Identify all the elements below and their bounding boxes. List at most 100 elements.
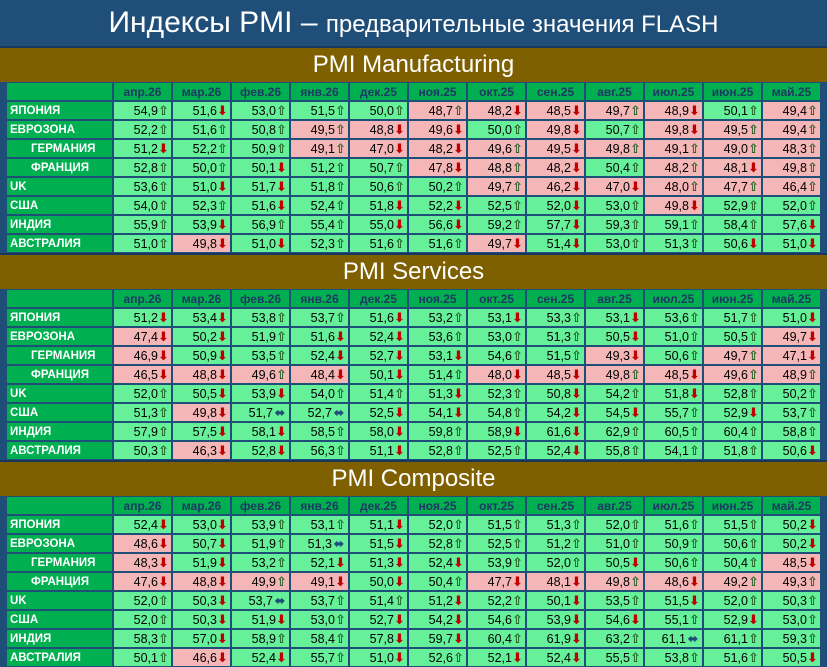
value-cell: 52,9⬇ (703, 610, 762, 629)
value-cell: 60,4⇧ (467, 629, 526, 648)
down-arrow-icon: ⬇ (512, 573, 523, 589)
value-cell: 55,4⇧ (290, 215, 349, 234)
value-cell: 49,4⇧ (762, 101, 821, 120)
value-cell: 51,3⬇ (349, 553, 408, 572)
value-cell: 51,4⇧ (408, 365, 467, 384)
month-header-row: апр.26 мар.26 фев.26 янв.26 дек.25 ноя.25 окт.… (6, 289, 821, 308)
up-arrow-icon: ⇧ (335, 159, 346, 175)
pmi-value: 62,9 (605, 424, 630, 439)
up-arrow-icon: ⇧ (630, 649, 641, 665)
pmi-value: 52,9 (723, 198, 748, 213)
down-arrow-icon: ⬇ (158, 516, 169, 532)
pmi-value: 58,4 (723, 217, 748, 232)
pmi-value: 52,0 (782, 198, 807, 213)
up-arrow-icon: ⇧ (630, 102, 641, 118)
down-arrow-icon: ⬇ (571, 442, 582, 458)
page-title: Индексы PMI – предварительные значения F… (0, 0, 827, 46)
value-cell: 51,7⇧ (703, 308, 762, 327)
value-cell: 51,6⬇ (290, 327, 349, 346)
pmi-value: 51,6 (192, 122, 217, 137)
flat-arrow-icon: ⬌ (274, 592, 286, 608)
value-cell: 52,4⬇ (526, 648, 585, 667)
up-arrow-icon: ⇧ (748, 385, 759, 401)
down-arrow-icon: ⬇ (394, 573, 405, 589)
up-arrow-icon: ⇧ (335, 592, 346, 608)
down-arrow-icon: ⬇ (571, 235, 582, 251)
value-cell: 58,8⇧ (762, 422, 821, 441)
up-arrow-icon: ⇧ (158, 216, 169, 232)
down-arrow-icon: ⬇ (807, 554, 818, 570)
value-cell: 51,1⬇ (349, 515, 408, 534)
pmi-value: 52,4 (310, 198, 335, 213)
down-arrow-icon: ⬇ (394, 121, 405, 137)
value-cell: 49,1⬇ (290, 572, 349, 591)
pmi-value: 48,3 (133, 555, 158, 570)
pmi-value: 57,0 (192, 631, 217, 646)
value-cell: 49,7⬇ (762, 327, 821, 346)
value-cell: 59,8⇧ (408, 422, 467, 441)
up-arrow-icon: ⇧ (512, 178, 523, 194)
value-cell: 57,8⬇ (349, 629, 408, 648)
value-cell: 52,9⬇ (703, 403, 762, 422)
section-header: PMI Composite (0, 460, 827, 496)
down-arrow-icon: ⬇ (512, 102, 523, 118)
country-label: ЯПОНИЯ (6, 308, 113, 327)
down-arrow-icon: ⬇ (453, 197, 464, 213)
value-cell: 50,8⇧ (231, 120, 290, 139)
month-header: авг.25 (585, 82, 644, 101)
country-label: ИНДИЯ (6, 629, 113, 648)
value-cell: 52,7⬇ (349, 610, 408, 629)
value-cell: 50,7⇧ (585, 120, 644, 139)
pmi-value: 52,0 (428, 517, 453, 532)
month-header: апр.26 (113, 289, 172, 308)
up-arrow-icon: ⇧ (689, 423, 700, 439)
pmi-value: 50,2 (428, 179, 453, 194)
value-cell: 48,0⇧ (644, 177, 703, 196)
value-cell: 51,2⇧ (290, 158, 349, 177)
month-header: мар.26 (172, 496, 231, 515)
value-cell: 50,1⬇ (231, 158, 290, 177)
up-arrow-icon: ⇧ (571, 516, 582, 532)
value-cell: 50,9⇧ (231, 139, 290, 158)
up-arrow-icon: ⇧ (807, 385, 818, 401)
value-cell: 53,1⬇ (585, 308, 644, 327)
pmi-value: 52,3 (192, 198, 217, 213)
country-label: UK (6, 591, 113, 610)
pmi-value: 53,6 (664, 310, 689, 325)
down-arrow-icon: ⬇ (217, 630, 228, 646)
pmi-value: 52,0 (546, 198, 571, 213)
pmi-value: 61,6 (546, 424, 571, 439)
value-cell: 54,2⬇ (408, 610, 467, 629)
pmi-value: 51,8 (369, 198, 394, 213)
value-cell: 50,3⇧ (113, 441, 172, 460)
up-arrow-icon: ⇧ (689, 178, 700, 194)
pmi-value: 59,3 (605, 217, 630, 232)
up-arrow-icon: ⇧ (276, 347, 287, 363)
value-cell: 58,9⬇ (467, 422, 526, 441)
month-header: апр.26 (113, 496, 172, 515)
value-cell: 50,2⇧ (762, 384, 821, 403)
pmi-value: 50,2 (782, 517, 807, 532)
up-arrow-icon: ⇧ (276, 535, 287, 551)
value-cell: 52,8⇧ (408, 441, 467, 460)
table-row: ЕВРОЗОНА 52,2⇧ 51,6⇧ 50,8⇧ 49,5⇧ 48,8⬇ 49,6⬇ 50… (6, 120, 821, 139)
pmi-value: 51,2 (133, 141, 158, 156)
pmi-sections: PMI Manufacturing апр.26 мар.26 фев.26 янв.2… (0, 46, 827, 667)
month-header: май.25 (762, 82, 821, 101)
up-arrow-icon: ⇧ (689, 535, 700, 551)
value-cell: 57,5⬇ (172, 422, 231, 441)
down-arrow-icon: ⬇ (217, 516, 228, 532)
pmi-value: 52,0 (605, 517, 630, 532)
up-arrow-icon: ⇧ (453, 442, 464, 458)
value-cell: 49,8⇧ (585, 139, 644, 158)
pmi-value: 49,6 (723, 367, 748, 382)
up-arrow-icon: ⇧ (630, 516, 641, 532)
up-arrow-icon: ⇧ (276, 216, 287, 232)
value-cell: 46,9⬇ (113, 346, 172, 365)
value-cell: 49,5⇧ (290, 120, 349, 139)
pmi-value: 61,9 (546, 631, 571, 646)
up-arrow-icon: ⇧ (335, 197, 346, 213)
down-arrow-icon: ⬇ (158, 347, 169, 363)
value-cell: 58,4⇧ (290, 629, 349, 648)
down-arrow-icon: ⬇ (217, 328, 228, 344)
